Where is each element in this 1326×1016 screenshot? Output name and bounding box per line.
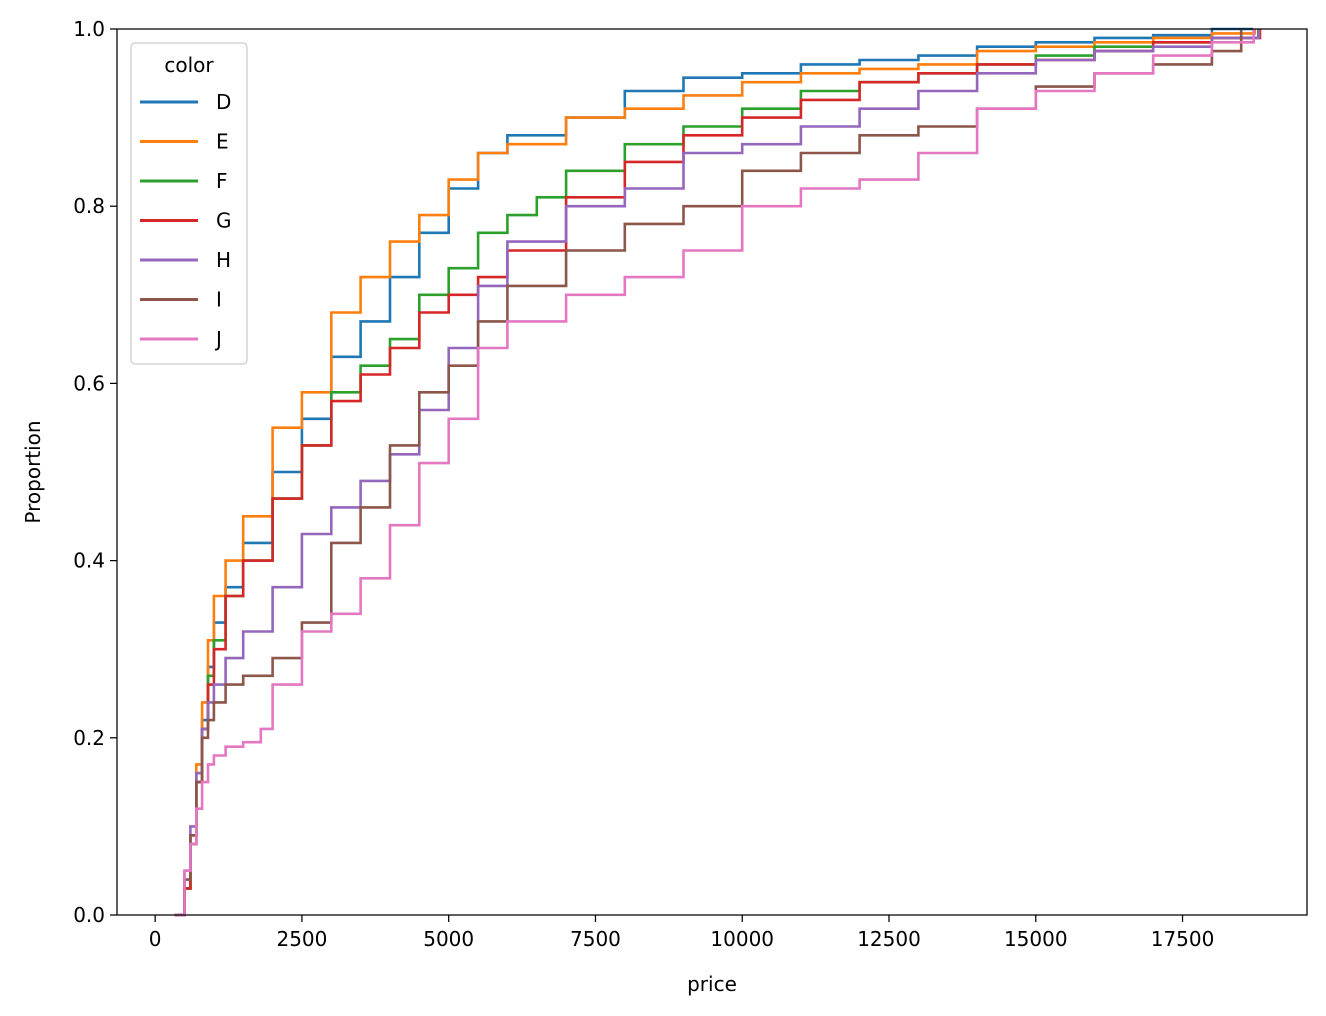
legend-label-i: I [216,288,222,312]
series-layer [174,27,1262,917]
x-axis-title: price [687,972,737,996]
legend-label-d: D [216,90,231,114]
x-axis: 0 2500 5000 7500 10000 12500 15000 17500 [149,915,1215,951]
series-line-h [174,29,1261,917]
legend-title: color [164,53,214,77]
legend-box [130,42,248,365]
series-line-e [174,29,1257,917]
legend-label-g: G [216,209,232,233]
y-axis-title: Proportion [21,420,45,523]
y-tick-label: 0.4 [73,549,105,573]
series-line-g [175,29,1262,917]
x-tick-label: 12500 [857,927,921,951]
plot-frame [116,28,1308,916]
x-tick-label: 17500 [1151,927,1215,951]
x-tick-label: 7500 [570,927,621,951]
legend-label-j: J [214,327,222,351]
x-tick-label: 15000 [1004,927,1068,951]
y-tick-label: 0.8 [73,194,105,218]
x-tick-label: 5000 [423,927,474,951]
x-tick-label: 2500 [276,927,327,951]
x-tick-label: 0 [149,927,162,951]
legend-label-e: E [216,130,229,154]
series-line-j [174,29,1255,917]
y-tick-label: 0.2 [73,726,105,750]
y-tick-label: 0.0 [73,903,105,927]
y-axis: 0.0 0.2 0.4 0.6 0.8 1.0 [73,17,117,927]
y-tick-label: 0.6 [73,371,105,395]
legend-label-f: F [216,169,228,193]
legend-label-h: H [216,248,231,272]
x-tick-label: 10000 [710,927,774,951]
y-tick-label: 1.0 [73,17,105,41]
